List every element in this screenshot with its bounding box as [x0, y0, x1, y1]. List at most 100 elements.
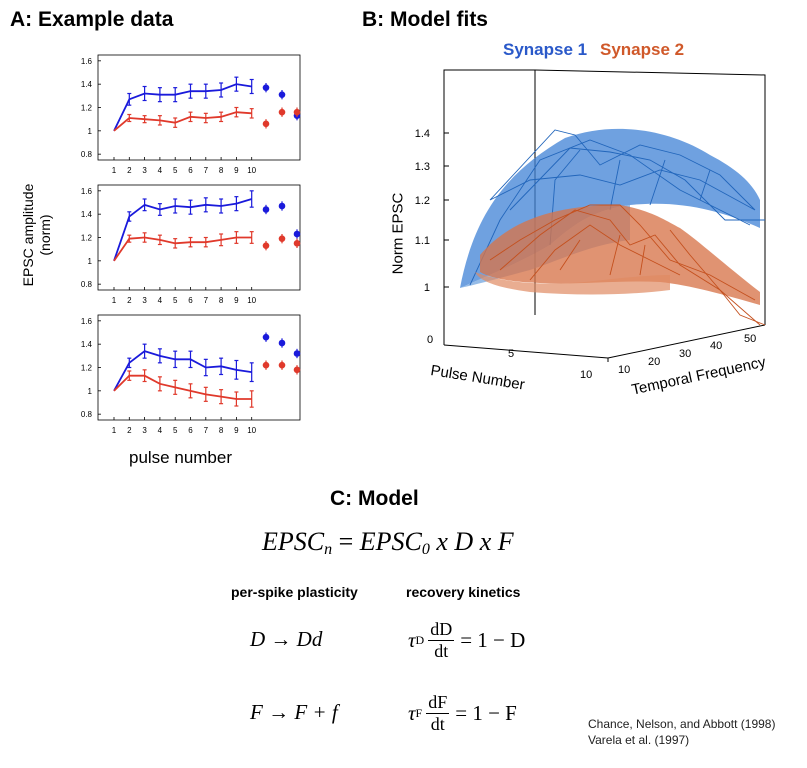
z-tick-1-2: 1.2 [415, 195, 430, 207]
panel-a-title: A: Example data [10, 8, 174, 31]
x-tick-label: 6 [188, 426, 193, 435]
extra-point-blue [278, 202, 286, 210]
frac-dd-dt: dD dt [428, 618, 455, 662]
x-tick-label: 2 [127, 426, 132, 435]
back-wall-right [534, 69, 766, 325]
panel-c-title: C: Model [330, 487, 419, 510]
x-tick-0: 0 [427, 334, 433, 346]
panel-b-3d-plot: 1 1.1 1.2 1.3 1.4 0 5 10 10 20 30 40 50 [415, 69, 766, 381]
x-tick-label: 5 [173, 166, 178, 175]
z-tick-1: 1 [424, 282, 430, 294]
z-tick-1-1: 1.1 [415, 235, 430, 247]
tau-f: τ [408, 700, 416, 725]
x-tick-label: 1 [112, 296, 117, 305]
extra-point-red [262, 242, 270, 249]
x-tick-label: 10 [247, 296, 256, 305]
x-tick-label: 3 [142, 296, 147, 305]
x-tick-label: 5 [173, 296, 178, 305]
y-tick-50: 50 [744, 333, 756, 345]
extra-point-blue [278, 91, 286, 98]
y-tick-10: 10 [618, 364, 630, 376]
x-tick-label: 8 [219, 426, 224, 435]
y-tick-label: 1.4 [81, 210, 93, 219]
y-tick-label: 1.2 [81, 364, 93, 373]
x-tick-label: 2 [127, 296, 132, 305]
extra-point-blue [262, 84, 270, 91]
x-tick-label: 9 [234, 296, 239, 305]
extra-point-blue [262, 206, 270, 213]
eq-lhs: EPSC [262, 527, 325, 556]
eq-recovery-d-rhs: = 1 − D [460, 627, 526, 652]
panel-b-zlabel: Norm EPSC [389, 192, 407, 275]
y-tick-label: 1 [88, 257, 93, 266]
y-tick-40: 40 [710, 340, 722, 352]
x-tick-5: 5 [508, 348, 514, 360]
series-line-red [113, 111, 252, 132]
extra-point-blue [262, 333, 270, 341]
x-tick-label: 7 [204, 166, 209, 175]
citations: Chance, Nelson, and Abbott (1998) Varela… [588, 716, 775, 748]
x-tick-label: 8 [219, 296, 224, 305]
x-ticks: 0 5 10 [427, 334, 592, 381]
frac-num-f: dF [426, 691, 450, 714]
main-equation: EPSCn = EPSC0 x D x F [262, 527, 514, 559]
x-tick-label: 10 [247, 426, 256, 435]
col-head-plasticity: per-spike plasticity [231, 584, 358, 600]
y-tick-label: 0.8 [81, 410, 93, 419]
y-tick-label: 1.6 [81, 317, 93, 326]
tau-d: τ [408, 627, 416, 652]
x-tick-label: 4 [158, 296, 163, 305]
series-line-red [113, 374, 252, 400]
citation-2: Varela et al. (1997) [588, 733, 690, 747]
extra-point-red [293, 108, 301, 116]
y-tick-label: 0.8 [81, 150, 93, 159]
chart-frame [97, 54, 301, 161]
extra-point-red [278, 108, 286, 116]
x-tick-label: 2 [127, 166, 132, 175]
eq-rhs: EPSC [359, 527, 422, 556]
x-tick-label: 5 [173, 426, 178, 435]
x-tick-label: 9 [234, 426, 239, 435]
eq-lhs-sub: n [324, 541, 333, 558]
x-tick-label: 8 [219, 166, 224, 175]
eq-facilitation: F → F + f [250, 700, 338, 724]
z-ticks: 1 1.1 1.2 1.3 1.4 [415, 128, 449, 294]
x-tick-10: 10 [580, 369, 592, 381]
x-tick-label: 6 [188, 166, 193, 175]
y-tick-label: 1.2 [81, 234, 93, 243]
x-tick-label: 4 [158, 166, 163, 175]
x-tick-label: 6 [188, 296, 193, 305]
frac-den-f: dt [430, 713, 445, 734]
x-tick-label: 7 [204, 426, 209, 435]
x-tick-label: 1 [112, 426, 117, 435]
legend-synapse-2: Synapse 2 [600, 40, 685, 59]
panel-a-charts: 0.8 1 1.2 1.4 1.6 1 2 3 4 5 6 7 8 9 10 0.8 1 1.2 1.4 1.6 1 2 3… [81, 54, 301, 435]
extra-point-red [293, 366, 301, 374]
series-line-red [113, 236, 252, 262]
z-tick-1-3: 1.3 [415, 161, 430, 173]
tau-f-sub: F [415, 705, 423, 720]
extra-point-red [278, 235, 286, 242]
series-line-blue [113, 198, 252, 262]
x-tick-label: 3 [142, 426, 147, 435]
extra-point-red [293, 240, 301, 247]
eq-tail: x D x F [429, 527, 514, 556]
frac-num: dD [428, 618, 455, 641]
x-tick-label: 7 [204, 296, 209, 305]
y-tick-label: 1.6 [81, 187, 93, 196]
y-tick-20: 20 [648, 356, 660, 368]
eq-rhs-sub: 0 [421, 541, 430, 558]
y-tick-label: 1.4 [81, 80, 93, 89]
x-tick-label: 4 [158, 426, 163, 435]
y-ticks: 10 20 30 40 50 [618, 333, 756, 376]
legend-synapse-1: Synapse 1 [503, 40, 588, 59]
y-tick-label: 1.2 [81, 104, 93, 113]
extra-point-red [262, 361, 270, 369]
frac-df-dt: dF dt [426, 691, 450, 735]
extra-point-blue [293, 230, 301, 238]
y-tick-label: 1.6 [81, 57, 93, 66]
panel-b-title: B: Model fits [362, 8, 488, 31]
eq-depression: D → Dd [250, 627, 323, 651]
